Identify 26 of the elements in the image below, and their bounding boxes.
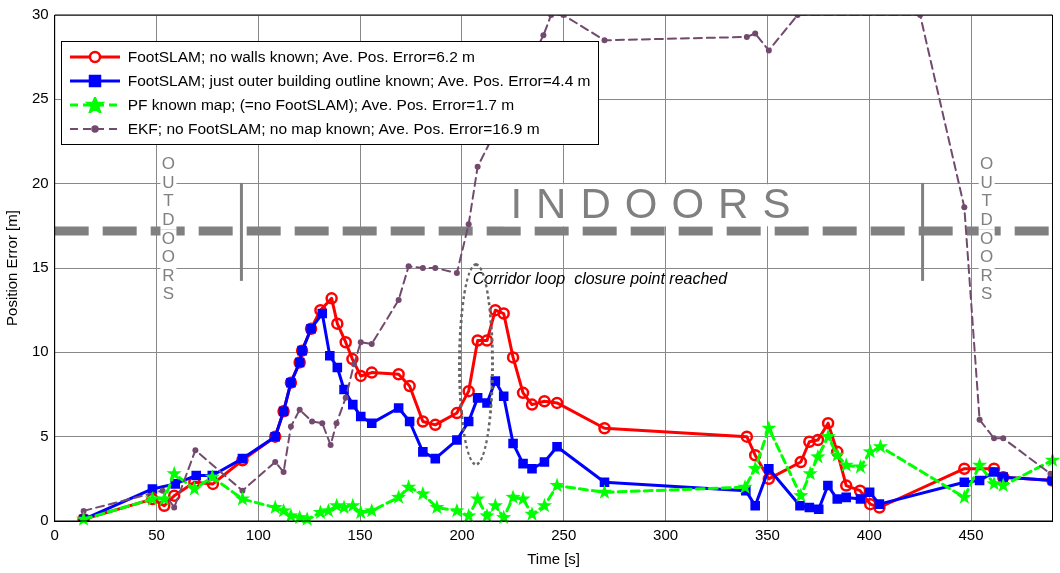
y-tick-label: 15 bbox=[32, 258, 49, 276]
legend-label: FootSLAM; just outer building outline known; Ave. Pos. Error=4.4 m bbox=[127, 71, 591, 91]
x-tick-label: 50 bbox=[148, 526, 165, 544]
legend-label: PF known map; (=no FootSLAM); Ave. Pos. Error=1.7 m bbox=[127, 95, 515, 115]
y-axis-title: Position Error [m] bbox=[3, 210, 21, 326]
x-axis-title: Time [s] bbox=[527, 550, 580, 568]
x-tick-label: 100 bbox=[245, 526, 271, 544]
y-tick-label: 0 bbox=[40, 511, 49, 529]
annotation: INDOORS bbox=[510, 179, 805, 227]
x-tick-label: 150 bbox=[347, 526, 373, 544]
x-tick-label: 200 bbox=[449, 526, 475, 544]
x-tick-label: 450 bbox=[958, 526, 984, 544]
y-tick-label: 25 bbox=[32, 89, 49, 107]
x-tick-label: 400 bbox=[856, 526, 882, 544]
x-tick-label: 350 bbox=[754, 526, 780, 544]
y-tick-label: 5 bbox=[40, 426, 49, 444]
x-tick-label: 250 bbox=[551, 526, 577, 544]
annotation: OUTDOORS bbox=[980, 154, 994, 304]
legend-label: FootSLAM; no walls known; Ave. Pos. Error=6.2 m bbox=[127, 47, 475, 67]
y-tick-label: 20 bbox=[32, 173, 49, 191]
y-tick-label: 30 bbox=[32, 5, 49, 23]
annotation: OUTDOORS bbox=[161, 154, 176, 304]
y-tick-label: 10 bbox=[32, 342, 49, 360]
x-tick-label: 300 bbox=[653, 526, 679, 544]
legend-label: EKF; no FootSLAM; no map known; Ave. Pos. Error=16.9 m bbox=[127, 119, 540, 139]
annotation: Corridor loop closure point reached bbox=[472, 269, 729, 287]
